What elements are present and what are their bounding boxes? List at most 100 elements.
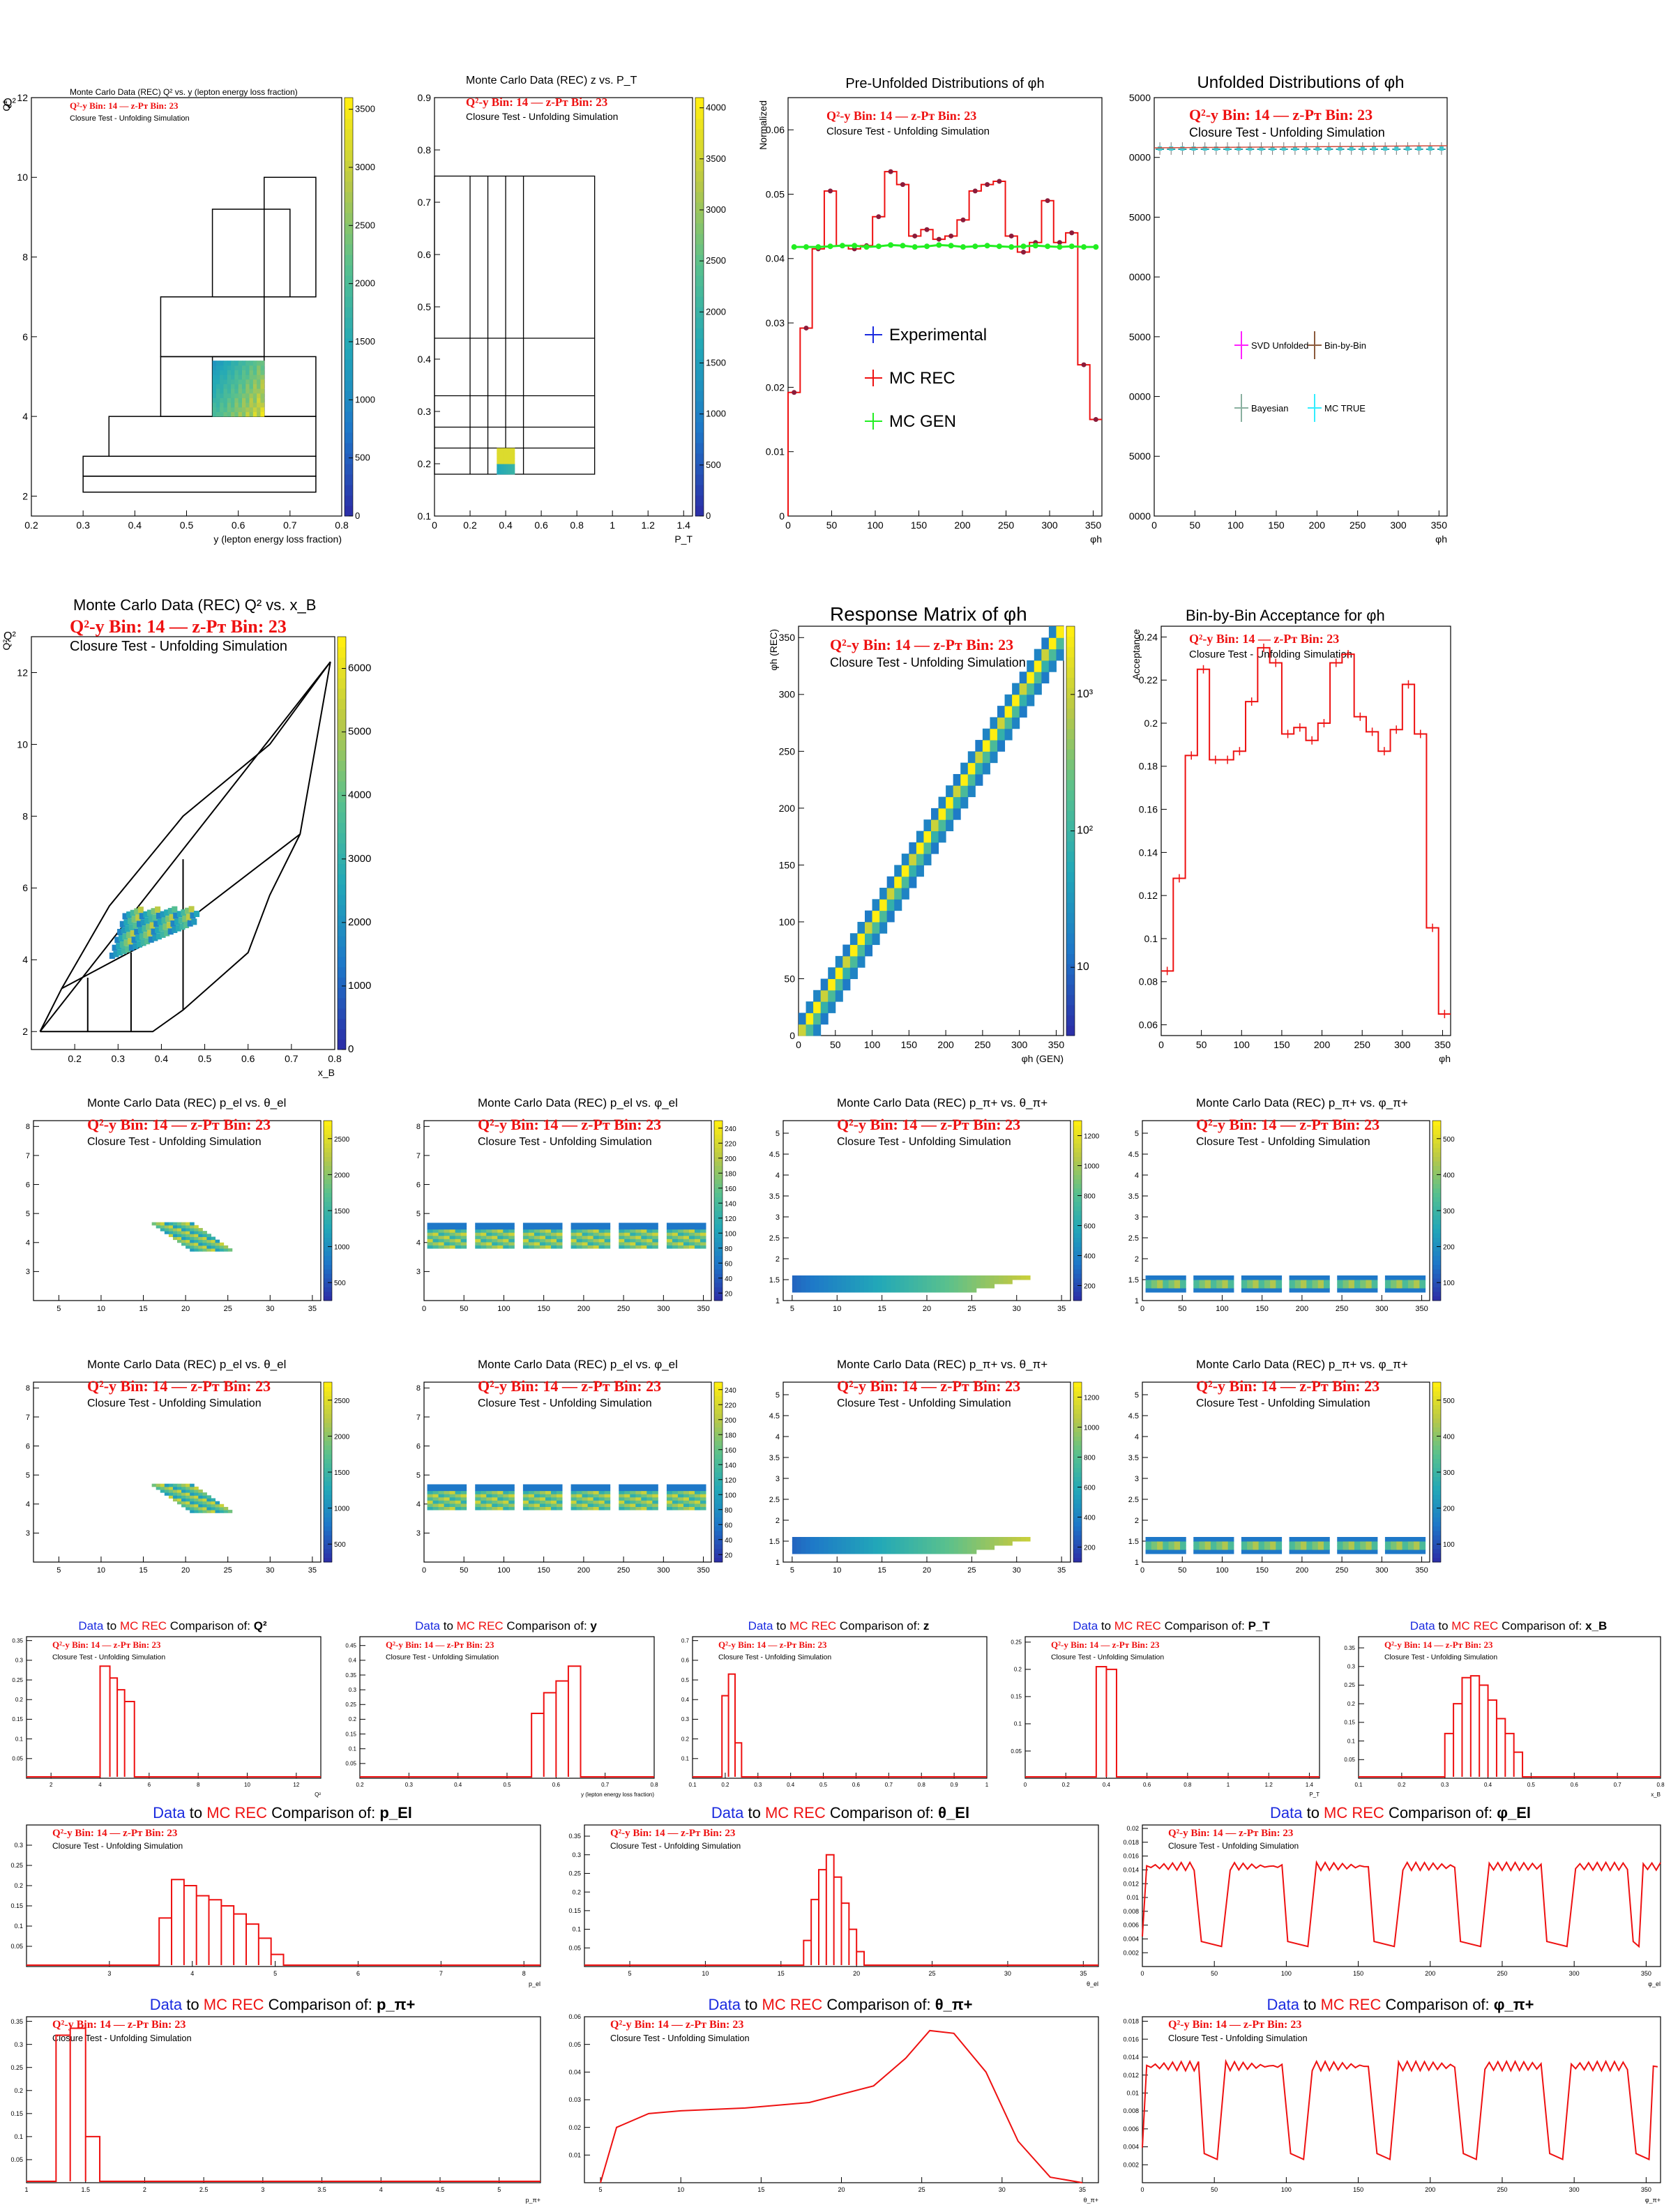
heat-cell [832,1545,838,1550]
heat-cell [216,365,220,370]
heat-cell [587,1484,594,1488]
heat-cell [666,1238,673,1243]
heat-cell [211,1242,216,1246]
heat-cell [872,921,880,934]
heat-cell [672,1490,679,1494]
heat-cell [460,1494,467,1498]
unfolded-point [1326,146,1331,151]
heat-cell [677,1490,684,1494]
colorbar-cell [1073,1273,1082,1279]
heat-cell [550,1503,557,1508]
heat-cell [460,1222,467,1227]
heat-cell [475,1241,481,1246]
colorbar-label: 160 [725,1185,736,1193]
heat-cell [1402,1537,1409,1542]
heat-cell [172,1234,178,1237]
heat-cell [522,1506,529,1510]
heat-cell [460,1229,467,1233]
heat-cell [1343,1541,1349,1546]
x-tick-label: 0.6 [534,520,548,531]
title-variable: φ_π+ [1494,1996,1534,2013]
heat-cell [539,1241,546,1246]
heat-cell [879,910,888,923]
mc-gen-point [996,243,1002,250]
heat-cell [455,1494,462,1498]
heat-cell [593,1494,600,1498]
colorbar-cell [345,338,353,349]
heat-cell [492,1503,498,1508]
x-axis: 0 50 100 150 200 250 300 350 [1151,510,1447,531]
heat-cell [792,1550,797,1554]
heat-cell [630,1506,636,1510]
heat-cell [501,458,504,464]
heat-cell [694,1229,701,1233]
colorbar-cell [345,150,353,161]
colorbar-cell [338,688,346,699]
heat-cell [913,1284,918,1289]
heat-cell [683,1245,690,1249]
heat-cell [792,1280,797,1285]
title-to: to [1307,1804,1324,1821]
plot-frame [26,1824,541,1967]
heat-cell [1312,1280,1319,1285]
heat-cell [486,1245,492,1249]
heat-cell [1004,728,1013,741]
heat-cell [211,1236,216,1241]
x-tick-label: 250 [1497,2186,1507,2193]
heat-cell [186,1506,190,1510]
heat-cell [534,1490,540,1494]
heat-cell [1210,1275,1217,1280]
colorbar-cell [714,1480,723,1486]
title-mc: MC REC [789,1619,840,1633]
heat-cell [492,1506,498,1510]
heat-cell [257,379,261,384]
heat-cell [635,1238,642,1243]
heat-cells [799,626,1064,1036]
heat-cell [694,1506,701,1510]
heat-cell [976,1284,981,1289]
title-variable: P_T [1248,1619,1271,1633]
colorbar-cell [1073,1521,1082,1527]
x-tick-label: 15 [878,1305,886,1313]
heat-cell [539,1245,546,1249]
heat-cell [582,1503,589,1508]
heat-cell [1056,637,1064,650]
heat-cell [215,1245,220,1249]
heat-cell [832,1550,838,1554]
heat-cell [900,1284,905,1289]
colorbar-cell [1066,769,1075,780]
mc-gen-point [827,243,833,250]
heat-cell [172,1498,178,1502]
colorbar-cell [1432,1454,1441,1460]
data-point [948,233,954,238]
heat-cell [1003,1541,1008,1546]
colorbar-cell [1073,1436,1082,1441]
colorbar-cell [1073,1259,1082,1265]
heat-cell [694,1238,701,1243]
y-tick-label: 0.012 [1123,1880,1139,1887]
heat-cell [882,1284,887,1289]
heat-cell [449,1497,456,1501]
heat-cell [168,1234,174,1237]
heat-cell [1276,1537,1283,1542]
chart-title: Monte Carlo Data (REC) p_el vs. θ_el [87,1358,286,1371]
heat-cell [1360,1550,1366,1554]
colorbar-cell [338,812,346,823]
heat-cell [960,785,969,798]
closure-subtitle: Closure Test - Unfolding Simulation [1051,1653,1164,1661]
colorbar-cell [695,265,704,276]
heat-cell [252,411,257,417]
heat-cell [167,928,174,935]
title-to: to [776,1619,789,1633]
heat-cell [432,1490,439,1494]
heat-cell [850,1537,856,1542]
heat-cell [231,388,235,394]
heat-cell [1025,1275,1031,1280]
heat-cell [1270,1545,1276,1550]
colorbar-cell [338,925,346,937]
y-axis-label: Q² [1,639,12,651]
y-tick-label: 2 [776,1517,780,1525]
colorbar-cell [1066,872,1075,883]
